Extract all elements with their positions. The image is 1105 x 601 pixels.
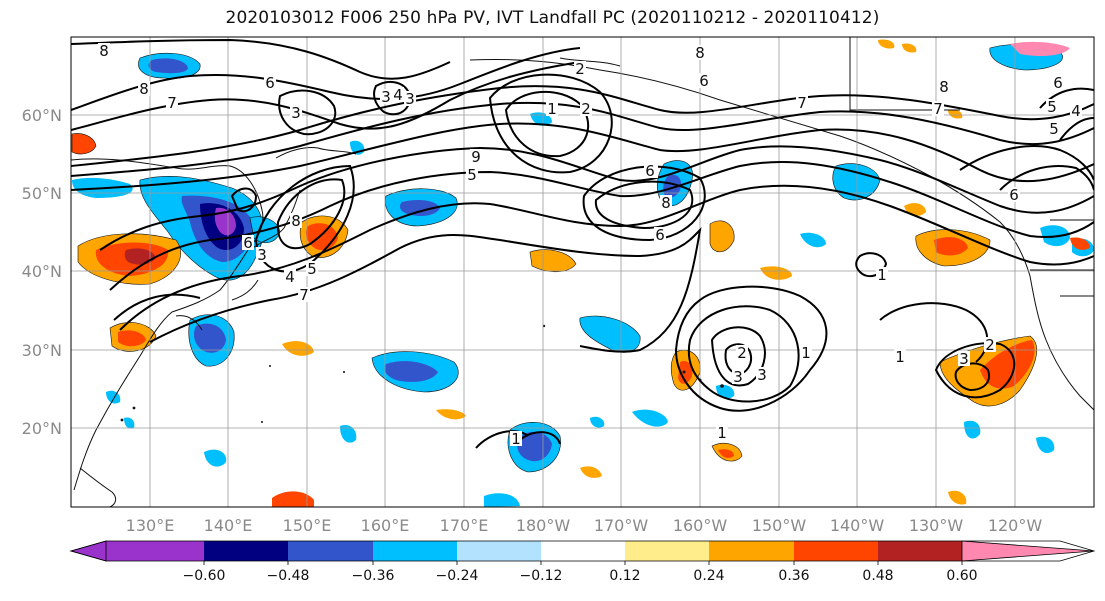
contour-label: 7 xyxy=(933,100,943,118)
contour-label: 7 xyxy=(797,94,807,112)
contour-label: 4 xyxy=(285,268,295,286)
colorbar-tick-label: −0.24 xyxy=(436,568,479,584)
contour-label: 2 xyxy=(985,336,995,354)
contour-label: 8 xyxy=(939,78,949,96)
contour-label: 4 xyxy=(1071,102,1081,120)
lon-label: 140°W xyxy=(830,516,885,535)
lon-label: 150°E xyxy=(283,516,332,535)
lon-label: 140°E xyxy=(204,516,253,535)
colorbar-segment xyxy=(373,541,457,561)
contour-label: 8 xyxy=(291,212,301,230)
map-frame xyxy=(70,36,1095,508)
lon-label: 120°W xyxy=(988,516,1043,535)
lon-label: 160°E xyxy=(361,516,410,535)
contour-label: 1 xyxy=(877,266,887,284)
colorbar-tick-label: −0.48 xyxy=(267,568,310,584)
contour-label: 6 xyxy=(655,226,665,244)
contour-label: 1 xyxy=(801,344,811,362)
lon-label: 180°W xyxy=(516,516,571,535)
latitude-labels: 60°N 50°N 40°N 30°N 20°N xyxy=(22,106,62,438)
contour-label: 1 xyxy=(511,430,521,448)
colorbar-tick-label: 0.60 xyxy=(946,568,977,584)
contour-label: 6 xyxy=(265,74,275,92)
contour-label: 6 xyxy=(1053,74,1063,92)
contour-label: 7 xyxy=(167,94,177,112)
colorbar-tick-label: −0.12 xyxy=(520,568,563,584)
lon-label: 150°W xyxy=(752,516,807,535)
contour-label: 2 xyxy=(737,344,747,362)
ivt-contours xyxy=(71,38,1094,449)
colorbar-segment xyxy=(457,541,541,561)
colorbar-segment xyxy=(106,541,204,561)
contour-label: 6 xyxy=(243,234,253,252)
contour-label: 2 xyxy=(581,100,591,118)
lat-label: 20°N xyxy=(22,419,62,438)
colorbar-extend-high xyxy=(961,540,1095,562)
colorbar-segment xyxy=(709,541,794,561)
contour-label: 8 xyxy=(99,42,109,60)
contour-label: 1 xyxy=(895,348,905,366)
contour-label: 5 xyxy=(307,260,317,278)
colorbar-tick-label: 0.48 xyxy=(862,568,893,584)
lon-label: 130°E xyxy=(126,516,175,535)
contour-label: 6 xyxy=(645,162,655,180)
colorbar-segment xyxy=(204,541,288,561)
contour-label: 7 xyxy=(299,286,309,304)
contour-label: 8 xyxy=(661,194,671,212)
lat-label: 40°N xyxy=(22,262,62,281)
lat-label: 60°N xyxy=(22,106,62,125)
colorbar-segment xyxy=(541,541,625,561)
map-title: 2020103012 F006 250 hPa PV, IVT Landfall… xyxy=(225,8,880,28)
lon-label: 170°E xyxy=(440,516,489,535)
colorbar-segment xyxy=(625,541,709,561)
lat-label: 30°N xyxy=(22,341,62,360)
contour-label: 5 xyxy=(467,166,477,184)
colorbar-tick-label: −0.60 xyxy=(183,568,226,584)
contour-label: 3 xyxy=(757,366,767,384)
contour-label: 3 xyxy=(257,246,267,264)
colorbar-tick-label: 0.36 xyxy=(778,568,809,584)
colorbar-tick-label: −0.36 xyxy=(352,568,395,584)
contour-label: 3 xyxy=(405,90,415,108)
contour-label: 3 xyxy=(959,350,969,368)
lat-label: 50°N xyxy=(22,184,62,203)
contour-label: 2 xyxy=(575,60,585,78)
contour-label: 3 xyxy=(291,104,301,122)
lon-label: 170°W xyxy=(594,516,649,535)
colorbar-segment xyxy=(794,541,878,561)
contour-label: 6 xyxy=(699,72,709,90)
contour-label: 3 xyxy=(381,88,391,106)
longitude-labels: 130°E 140°E 150°E 160°E 170°E 180°W 170°W 160°W… xyxy=(126,516,1043,535)
colorbar-segment xyxy=(878,541,962,561)
colorbar-tick-label: 0.12 xyxy=(609,568,640,584)
contour-label: 3 xyxy=(733,368,743,386)
contour-label: 5 xyxy=(1049,120,1059,138)
contour-label: 4 xyxy=(393,86,403,104)
contour-label: 1 xyxy=(547,100,557,118)
colorbar-tick-label: 0.24 xyxy=(693,568,724,584)
colorbar: −0.60 −0.48 −0.36 −0.24 −0.12 0.12 0.24 0.36 0.4… xyxy=(69,540,1096,584)
contour-label: 8 xyxy=(695,44,705,62)
contour-label: 9 xyxy=(471,148,481,166)
contour-label: 5 xyxy=(1047,98,1057,116)
contour-label: 8 xyxy=(139,80,149,98)
contour-labels: 8876343128678659834567867576123112331456… xyxy=(98,42,1082,448)
contour-label: 6 xyxy=(1009,186,1019,204)
lon-label: 130°W xyxy=(909,516,964,535)
colorbar-segment xyxy=(288,541,373,561)
lon-label: 160°W xyxy=(673,516,728,535)
contour-label: 1 xyxy=(717,424,727,442)
colorbar-extend-low xyxy=(69,540,107,562)
